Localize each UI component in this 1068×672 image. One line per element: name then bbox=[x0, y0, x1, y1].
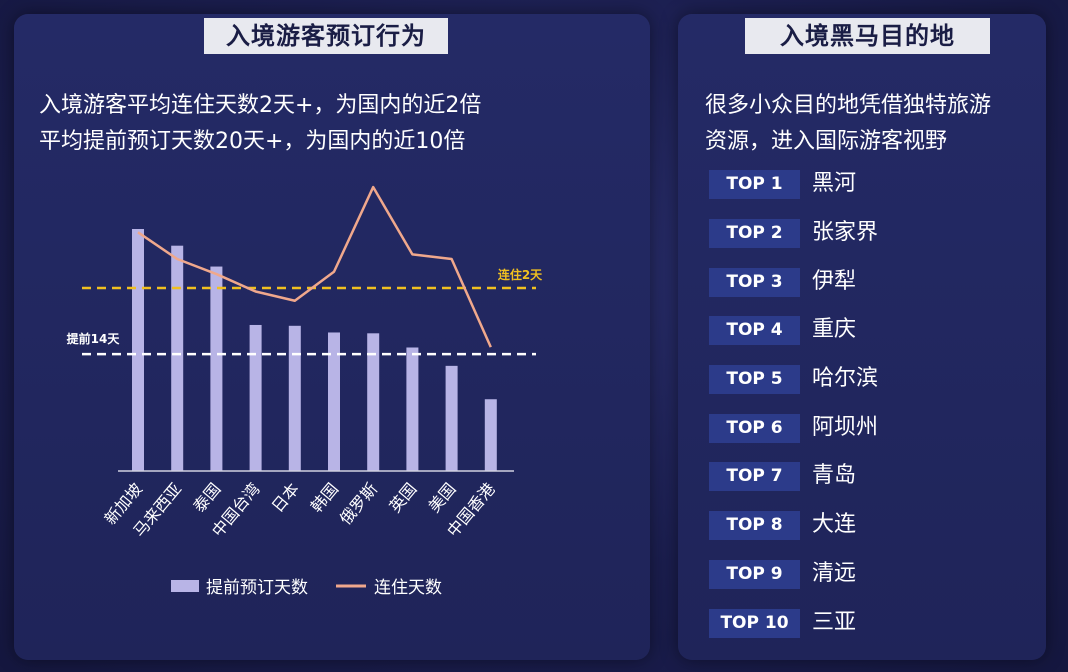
bar-booking-days bbox=[445, 365, 458, 471]
rank-destination: 张家界 bbox=[812, 220, 879, 245]
booking-desc-line-2: 平均提前预订天数20天+，为国内的近10倍 bbox=[39, 129, 466, 154]
reference-label-stay: 连住2天 bbox=[498, 267, 543, 282]
rank-item: TOP 5 哈尔滨 bbox=[709, 363, 1029, 395]
rank-badge: TOP 9 bbox=[709, 560, 800, 589]
rank-badge: TOP 3 bbox=[709, 268, 800, 297]
rank-destination: 黑河 bbox=[812, 171, 857, 196]
rank-badge: TOP 5 bbox=[709, 365, 800, 394]
reference-label-booking: 提前14天 bbox=[67, 331, 121, 346]
bar-booking-days bbox=[406, 347, 419, 471]
rank-item: TOP 10 三亚 bbox=[709, 607, 1029, 639]
dark-horse-title: 入境黑马目的地 bbox=[745, 18, 990, 54]
rank-badge: TOP 6 bbox=[709, 414, 800, 443]
bar-booking-days bbox=[210, 266, 223, 471]
rank-destination: 清远 bbox=[812, 561, 857, 586]
rank-badge: TOP 7 bbox=[709, 462, 800, 491]
rank-destination: 阿坝州 bbox=[812, 415, 879, 440]
rank-badge: TOP 1 bbox=[709, 170, 800, 199]
rank-badge: TOP 4 bbox=[709, 316, 800, 345]
rank-item: TOP 9 清远 bbox=[709, 558, 1029, 590]
rank-item: TOP 1 黑河 bbox=[709, 168, 1029, 200]
legend-label-booking: 提前预订天数 bbox=[206, 578, 308, 598]
x-tick-label: 韩国 bbox=[307, 479, 342, 516]
rank-destination: 哈尔滨 bbox=[812, 366, 879, 391]
rank-item: TOP 4 重庆 bbox=[709, 314, 1029, 346]
rank-item: TOP 8 大连 bbox=[709, 509, 1029, 541]
dark-horse-desc-line-1: 很多小众目的地凭借独特旅游 bbox=[705, 93, 992, 118]
bar-booking-days bbox=[367, 333, 380, 471]
legend-label-stay: 连住天数 bbox=[374, 578, 442, 598]
x-tick-label: 英国 bbox=[385, 479, 420, 516]
rank-item: TOP 6 阿坝州 bbox=[709, 412, 1029, 444]
bar-booking-days bbox=[288, 325, 301, 471]
line-stay-days bbox=[137, 185, 492, 348]
rank-destination: 重庆 bbox=[812, 317, 857, 342]
rank-item: TOP 2 张家界 bbox=[709, 217, 1029, 249]
x-tick-label: 俄罗斯 bbox=[336, 479, 381, 528]
rank-item: TOP 3 伊犁 bbox=[709, 266, 1029, 298]
rank-item: TOP 7 青岛 bbox=[709, 460, 1029, 492]
x-tick-label: 美国 bbox=[425, 479, 460, 516]
dark-horse-desc-line-2: 资源，进入国际游客视野 bbox=[705, 129, 948, 154]
booking-desc-line-1: 入境游客平均连住天数2天+，为国内的近2倍 bbox=[39, 93, 482, 118]
rank-destination: 三亚 bbox=[812, 610, 857, 635]
rank-destination: 伊犁 bbox=[812, 269, 857, 294]
bar-booking-days bbox=[171, 245, 184, 471]
rank-destination: 大连 bbox=[812, 512, 857, 537]
legend-swatch-booking bbox=[171, 580, 199, 592]
rank-destination: 青岛 bbox=[812, 463, 857, 488]
bar-booking-days bbox=[484, 399, 497, 471]
bar-booking-days bbox=[328, 332, 340, 471]
rank-badge: TOP 8 bbox=[709, 511, 800, 540]
rank-badge: TOP 10 bbox=[709, 609, 800, 638]
booking-behavior-title: 入境游客预订行为 bbox=[204, 18, 448, 54]
x-tick-label: 日本 bbox=[268, 479, 303, 516]
x-tick-label: 泰国 bbox=[189, 479, 224, 516]
rank-badge: TOP 2 bbox=[709, 219, 800, 248]
bar-booking-days bbox=[132, 229, 144, 471]
booking-behavior-panel: 入境游客预订行为 入境游客平均连住天数2天+，为国内的近2倍 平均提前预订天数2… bbox=[14, 14, 650, 660]
bar-booking-days bbox=[249, 324, 262, 471]
dark-horse-panel: 入境黑马目的地 很多小众目的地凭借独特旅游 资源，进入国际游客视野 TOP 1 黑… bbox=[678, 14, 1046, 660]
